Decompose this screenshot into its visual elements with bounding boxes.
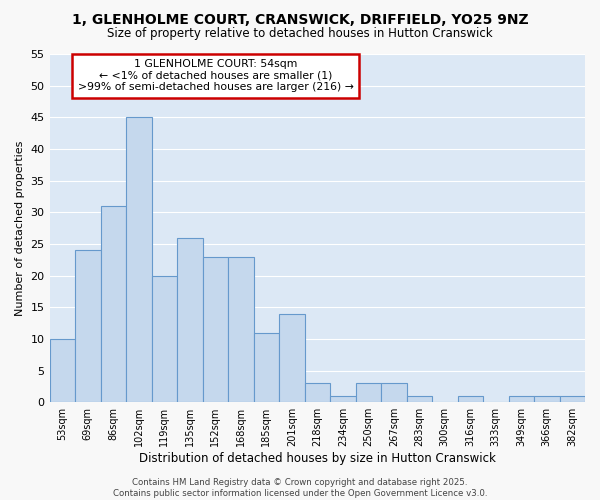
Bar [177,238,203,402]
Bar [75,250,101,402]
Text: 1, GLENHOLME COURT, CRANSWICK, DRIFFIELD, YO25 9NZ: 1, GLENHOLME COURT, CRANSWICK, DRIFFIELD… [71,12,529,26]
Bar [560,396,585,402]
Bar [254,332,279,402]
Bar [50,339,75,402]
Y-axis label: Number of detached properties: Number of detached properties [15,140,25,316]
Bar [305,383,330,402]
Bar [381,383,407,402]
Text: Contains HM Land Registry data © Crown copyright and database right 2025.
Contai: Contains HM Land Registry data © Crown c… [113,478,487,498]
Bar [509,396,534,402]
Text: Size of property relative to detached houses in Hutton Cranswick: Size of property relative to detached ho… [107,28,493,40]
X-axis label: Distribution of detached houses by size in Hutton Cranswick: Distribution of detached houses by size … [139,452,496,465]
Bar [356,383,381,402]
Bar [330,396,356,402]
Bar [152,276,177,402]
Bar [407,396,432,402]
Bar [228,256,254,402]
Bar [279,314,305,402]
Text: 1 GLENHOLME COURT: 54sqm
← <1% of detached houses are smaller (1)
>99% of semi-d: 1 GLENHOLME COURT: 54sqm ← <1% of detach… [77,59,353,92]
Bar [458,396,483,402]
Bar [101,206,126,402]
Bar [126,118,152,402]
Bar [203,256,228,402]
Bar [534,396,560,402]
